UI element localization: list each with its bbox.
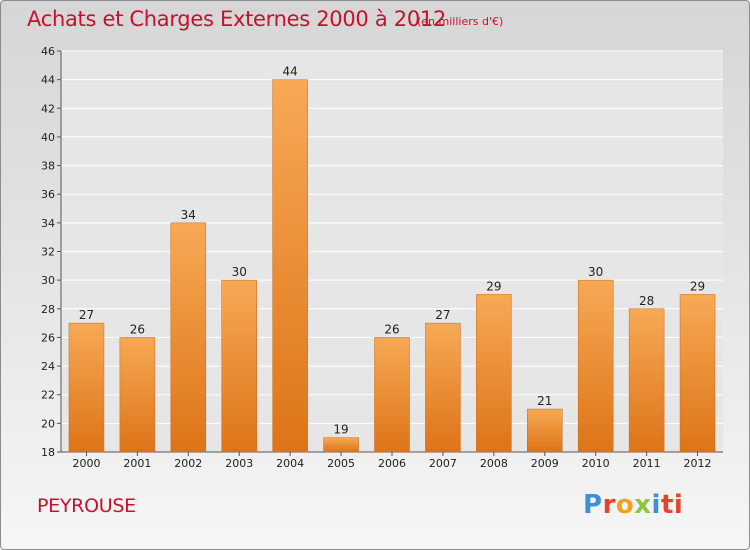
- x-tick-label: 2005: [327, 457, 355, 470]
- y-tick-label: 22: [41, 389, 55, 402]
- data-label: 29: [690, 279, 705, 293]
- bar: [374, 337, 410, 453]
- unit-note: (en milliers d'€): [417, 15, 504, 28]
- data-label: 19: [333, 423, 348, 437]
- data-label: 27: [435, 308, 450, 322]
- chart-title: Achats et Charges Externes 2000 à 2012: [27, 7, 447, 31]
- x-tick-label: 2000: [72, 457, 100, 470]
- logo-letter: o: [615, 490, 635, 520]
- logo-letter: x: [634, 490, 652, 520]
- y-tick-label: 36: [41, 188, 55, 201]
- data-label: 27: [79, 308, 94, 322]
- y-tick-label: 24: [41, 360, 55, 373]
- logo-letter: ti: [660, 490, 684, 520]
- logo-letter: P: [583, 490, 603, 520]
- bar: [577, 279, 614, 453]
- bar: [272, 79, 308, 453]
- data-label: 29: [486, 279, 501, 293]
- x-tick-label: 2011: [633, 457, 661, 470]
- y-tick-label: 30: [41, 274, 55, 287]
- y-tick-label: 18: [41, 446, 55, 459]
- bar: [425, 322, 461, 453]
- bar: [68, 322, 105, 453]
- x-tick-label: 2007: [429, 457, 457, 470]
- bar: [119, 337, 156, 453]
- bar: [170, 222, 207, 453]
- x-tick-label: 2009: [531, 457, 559, 470]
- y-tick-label: 28: [41, 303, 55, 316]
- bar: [527, 408, 563, 453]
- x-tick-label: 2004: [276, 457, 304, 470]
- proxiti-logo: Proxiti: [583, 490, 683, 520]
- x-tick-label: 2002: [174, 457, 202, 470]
- data-label: 34: [181, 208, 196, 222]
- x-tick-label: 2001: [123, 457, 151, 470]
- logo-letter: r: [602, 490, 616, 520]
- data-label: 30: [232, 265, 247, 279]
- y-tick-label: 26: [41, 331, 55, 344]
- bar: [476, 294, 512, 453]
- x-tick-label: 2012: [684, 457, 712, 470]
- y-tick-label: 44: [41, 74, 55, 87]
- x-tick-label: 2010: [582, 457, 610, 470]
- x-tick-label: 2008: [480, 457, 508, 470]
- data-label: 26: [384, 322, 399, 336]
- logo-letter: i: [651, 490, 661, 520]
- commune-name: PEYROUSE: [37, 495, 136, 517]
- bar: [679, 294, 716, 453]
- y-tick-label: 40: [41, 131, 55, 144]
- y-tick-label: 38: [41, 160, 55, 173]
- bar: [323, 437, 359, 453]
- y-tick-label: 34: [41, 217, 55, 230]
- data-label: 30: [588, 265, 603, 279]
- x-tick-label: 2006: [378, 457, 406, 470]
- data-label: 44: [283, 65, 298, 79]
- data-label: 28: [639, 294, 654, 308]
- data-label: 26: [130, 322, 145, 336]
- data-label: 21: [537, 394, 552, 408]
- bar: [221, 279, 257, 453]
- y-tick-label: 20: [41, 417, 55, 430]
- y-tick-label: 42: [41, 102, 55, 115]
- bar: [628, 308, 665, 453]
- x-tick-label: 2003: [225, 457, 253, 470]
- y-tick-label: 32: [41, 246, 55, 259]
- y-tick-label: 46: [41, 45, 55, 58]
